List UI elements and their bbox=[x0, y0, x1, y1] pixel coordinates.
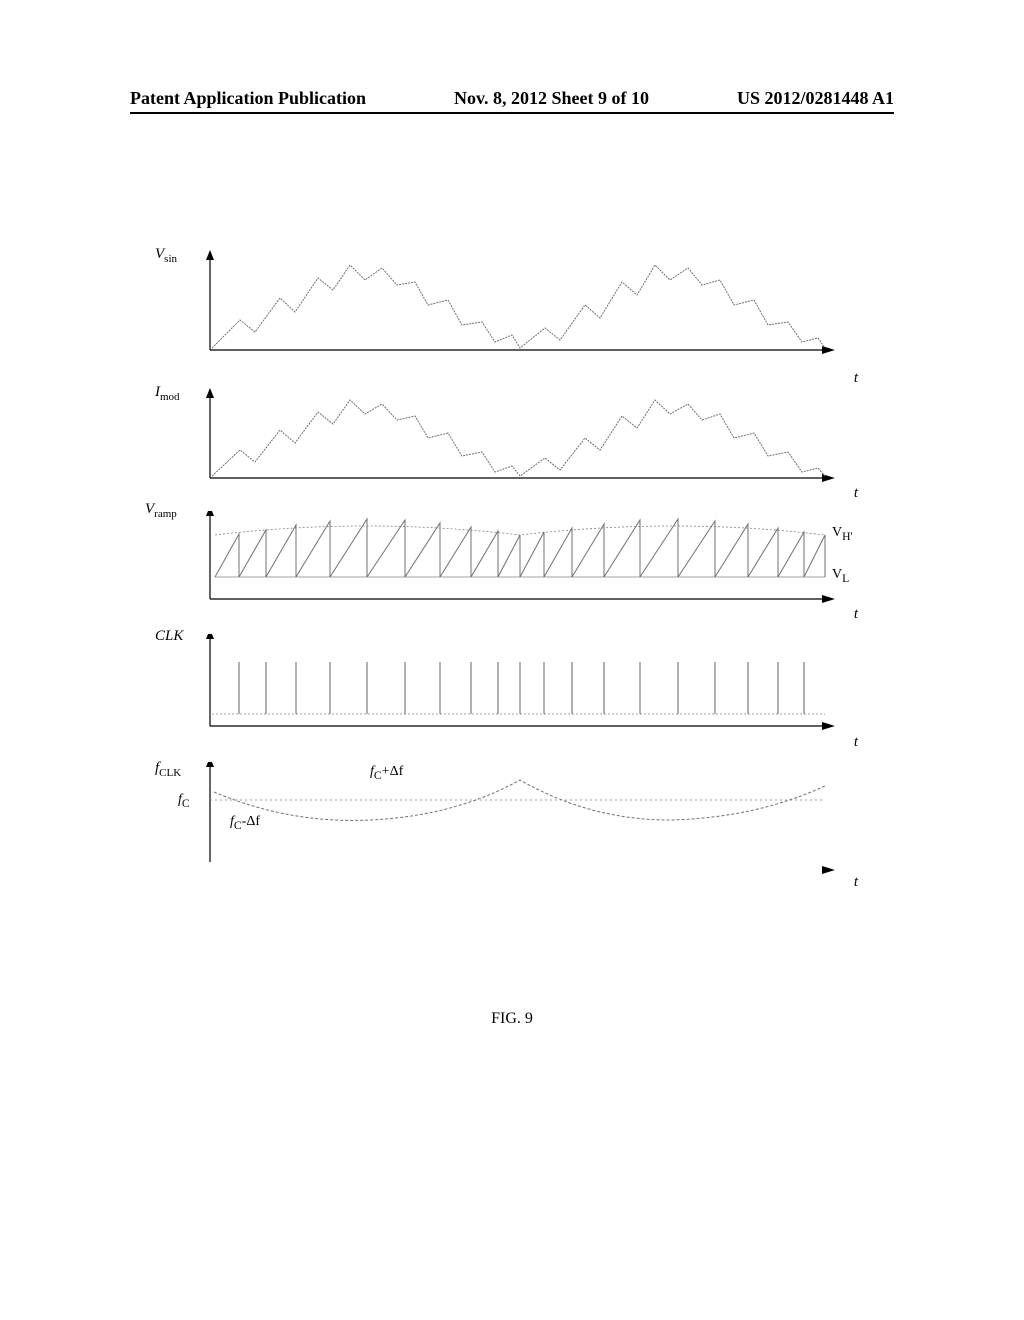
plot-vsin: Vsin t bbox=[200, 250, 850, 380]
clk-label: CLK bbox=[155, 628, 183, 645]
fc-plus-label: fC+Δf bbox=[370, 764, 403, 782]
fc-minus-label: fC-Δf bbox=[230, 814, 260, 832]
header-rule bbox=[130, 112, 894, 114]
plot-vramp: Vramp bbox=[200, 511, 850, 626]
header-center: Nov. 8, 2012 Sheet 9 of 10 bbox=[454, 88, 649, 109]
imod-svg bbox=[200, 388, 840, 493]
fc-label: fC bbox=[178, 792, 190, 810]
vsin-label: Vsin bbox=[155, 246, 177, 265]
plot-clk: CLK bbox=[200, 634, 850, 754]
header-right: US 2012/0281448 A1 bbox=[737, 88, 894, 109]
imod-label: Imod bbox=[155, 384, 180, 403]
clk-xlabel: t bbox=[854, 734, 858, 751]
vramp-xlabel: t bbox=[854, 606, 858, 623]
plot-fclk: fCLK fC fC+Δf fC-Δf t bbox=[200, 762, 850, 902]
header-left: Patent Application Publication bbox=[130, 88, 366, 109]
vh-label: VH' bbox=[832, 525, 853, 543]
vramp-label: Vramp bbox=[145, 501, 177, 520]
fclk-xlabel: t bbox=[854, 874, 858, 891]
figure-caption: FIG. 9 bbox=[0, 1010, 1024, 1028]
vsin-xlabel: t bbox=[854, 370, 858, 387]
vl-label: VL bbox=[832, 567, 849, 585]
vramp-svg bbox=[200, 511, 840, 611]
figure-9: Vsin t Imod t Vramp bbox=[200, 250, 850, 910]
fclk-svg bbox=[200, 762, 840, 882]
fclk-label: fCLK bbox=[155, 760, 181, 779]
clk-svg bbox=[200, 634, 840, 739]
plot-imod: Imod t bbox=[200, 388, 850, 503]
imod-xlabel: t bbox=[854, 485, 858, 502]
vsin-svg bbox=[200, 250, 840, 370]
